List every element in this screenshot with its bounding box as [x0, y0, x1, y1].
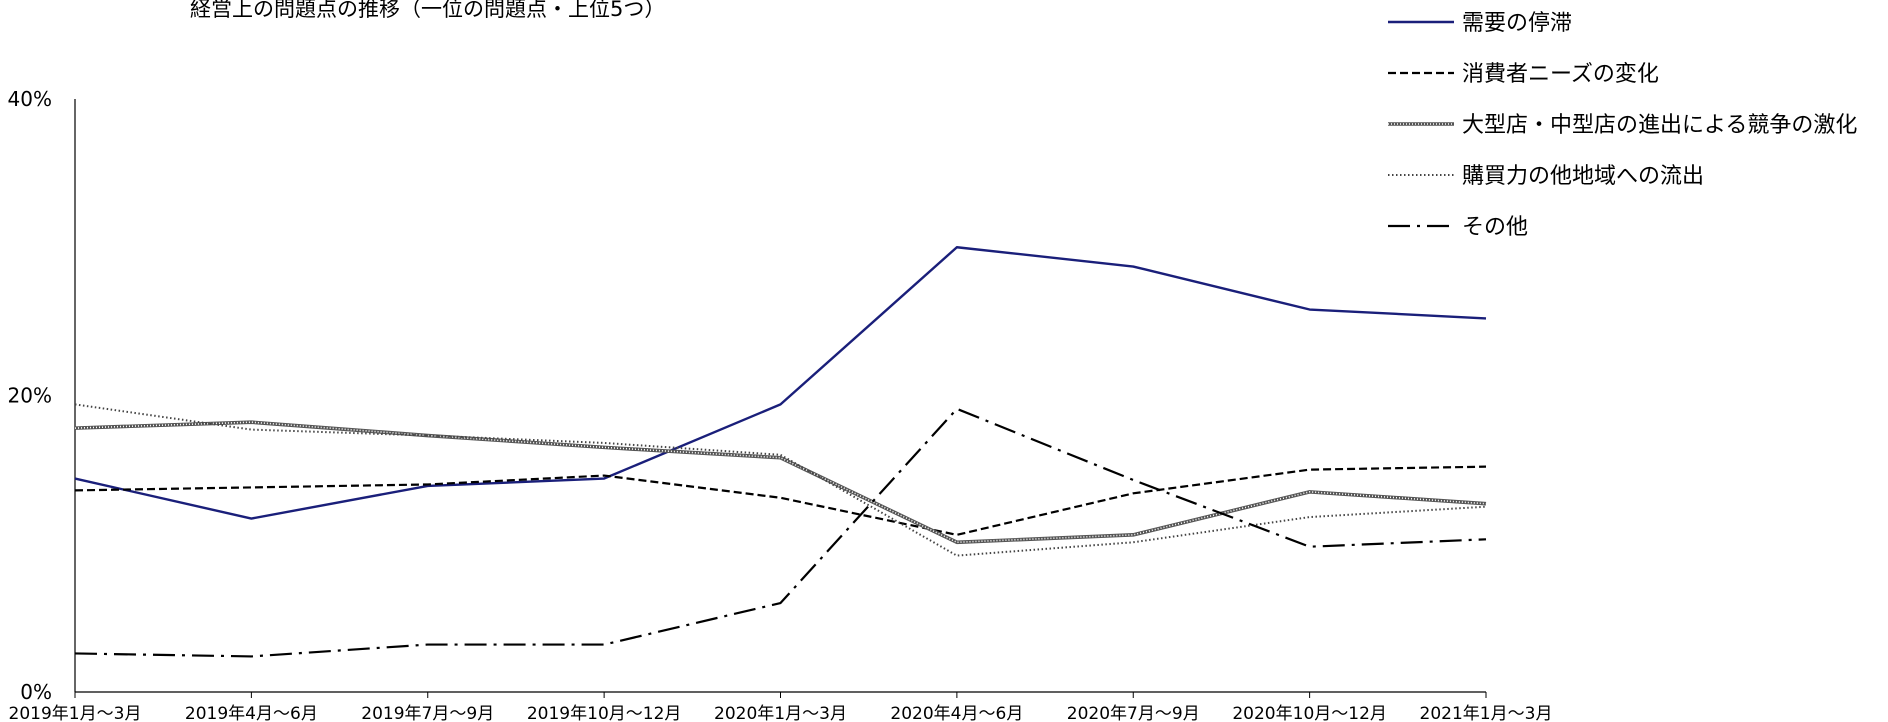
x-tick-label: 2020年7月～9月 [1067, 704, 1200, 722]
legend-item: 購買力の他地域への流出 [1388, 164, 1704, 189]
series-line-2 [74, 465, 1487, 536]
axes: 0% 20% 40% 2019年1月～3月 2019年4月～6月 2019年7月～9月 20… [8, 87, 1553, 722]
legend: 需要の停滞消費者ニーズの変化大型店・中型店の進出による競争の激化購買力の他地域へ… [1388, 11, 1857, 240]
legend-label: その他 [1462, 215, 1528, 240]
x-tick-label: 2019年4月～6月 [185, 704, 318, 722]
x-tick-label: 2020年1月～3月 [714, 704, 847, 722]
legend-label: 需要の停滞 [1462, 11, 1572, 36]
y-tick-label: 40% [8, 87, 52, 111]
legend-label: 大型店・中型店の進出による競争の激化 [1462, 113, 1857, 138]
legend-item: 需要の停滞 [1388, 11, 1572, 36]
series-line-4 [74, 403, 1487, 557]
x-tick-label: 2019年10月～12月 [527, 704, 682, 722]
x-tick-label: 2020年4月～6月 [890, 704, 1023, 722]
y-tick-label: 20% [8, 384, 52, 408]
series-line-5 [74, 407, 1487, 658]
y-tick-label: 0% [20, 680, 52, 704]
x-tick-label: 2019年7月～9月 [361, 704, 494, 722]
legend-label: 消費者ニーズの変化 [1462, 62, 1659, 87]
legend-item: 消費者ニーズの変化 [1388, 62, 1659, 87]
legend-item: その他 [1388, 215, 1528, 240]
x-tick-label: 2019年1月～3月 [9, 704, 142, 722]
legend-label: 購買力の他地域への流出 [1462, 164, 1704, 189]
series-layer [74, 246, 1487, 658]
chart-title: 経営上の問題点の推移（一位の問題点・上位5つ） [190, 0, 665, 21]
series-line-3-hatch [74, 421, 1487, 544]
legend-item: 大型店・中型店の進出による競争の激化 [1388, 113, 1857, 138]
x-tick-label: 2020年10月～12月 [1232, 704, 1387, 722]
series-line-3 [74, 420, 1487, 545]
x-tick-label: 2021年1月～3月 [1420, 704, 1553, 722]
series-line-1 [74, 246, 1487, 520]
